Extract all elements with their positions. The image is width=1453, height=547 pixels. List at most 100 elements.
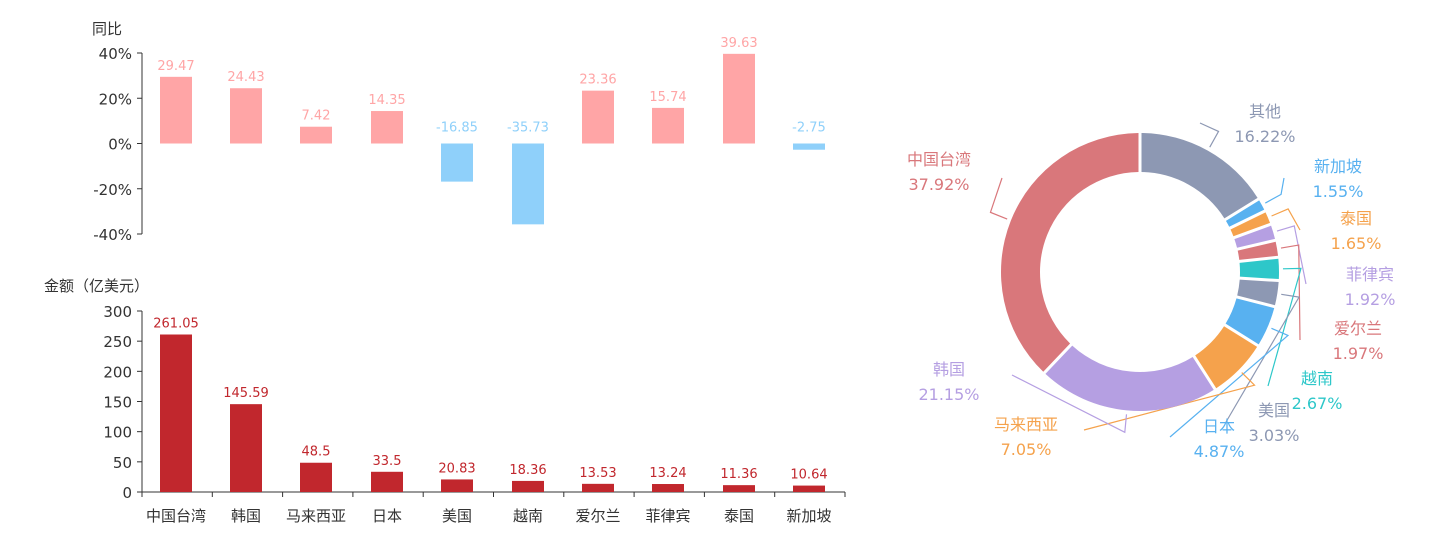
donut-slice-percent: 37.92% bbox=[908, 175, 969, 194]
donut-slice-percent: 7.05% bbox=[1001, 440, 1052, 459]
bottom-bar bbox=[793, 485, 825, 492]
bottom-y-tick-label: 0 bbox=[122, 484, 132, 502]
donut-slice bbox=[1045, 345, 1214, 411]
bottom-bar bbox=[652, 484, 684, 492]
top-y-tick-label: -20% bbox=[93, 181, 132, 199]
donut-leader-line bbox=[1169, 327, 1290, 438]
top-bar bbox=[230, 88, 262, 144]
donut-leader-line bbox=[1276, 225, 1307, 285]
bottom-bar-value-label: 13.53 bbox=[579, 466, 616, 481]
donut-leader-line bbox=[1280, 244, 1301, 341]
top-bar bbox=[300, 126, 332, 144]
bottom-bar-value-label: 11.36 bbox=[720, 467, 757, 482]
donut-slice-percent: 16.22% bbox=[1234, 127, 1295, 146]
donut-leader-line bbox=[1265, 177, 1285, 204]
top-y-tick-label: 20% bbox=[99, 90, 132, 108]
x-category-label: 菲律宾 bbox=[645, 507, 690, 525]
donut-slice-percent: 2.67% bbox=[1292, 394, 1343, 413]
donut-slice-percent: 1.55% bbox=[1313, 182, 1364, 201]
donut-slice bbox=[1225, 298, 1275, 345]
donut-leader-line bbox=[1271, 208, 1301, 231]
donut-slice-name: 中国台湾 bbox=[907, 150, 971, 169]
x-category-label: 马来西亚 bbox=[286, 507, 346, 525]
top-bar-value-label: -35.73 bbox=[507, 121, 549, 136]
bottom-y-tick-label: 250 bbox=[103, 333, 132, 351]
x-category-label: 韩国 bbox=[231, 507, 261, 525]
top-bar-value-label: -16.85 bbox=[436, 121, 478, 136]
donut-slice-name: 新加坡 bbox=[1314, 157, 1362, 176]
bottom-y-tick-label: 300 bbox=[103, 303, 132, 321]
bottom-y-tick-label: 100 bbox=[103, 424, 132, 442]
donut-slice bbox=[1239, 258, 1279, 280]
bottom-bar-value-label: 13.24 bbox=[649, 466, 686, 481]
top-bar bbox=[652, 107, 684, 144]
x-category-label: 泰国 bbox=[724, 507, 754, 525]
x-category-label: 越南 bbox=[513, 507, 543, 525]
bottom-bar-value-label: 261.05 bbox=[153, 316, 199, 331]
donut-slice bbox=[1195, 326, 1258, 389]
top-y-tick-label: 0% bbox=[108, 136, 132, 154]
bottom-bar bbox=[441, 479, 473, 492]
donut-slice-percent: 21.15% bbox=[918, 385, 979, 404]
bottom-bar bbox=[512, 480, 544, 492]
donut-slice-percent: 4.87% bbox=[1194, 442, 1245, 461]
donut-slice-name: 泰国 bbox=[1340, 209, 1372, 228]
x-category-label: 新加坡 bbox=[786, 507, 831, 525]
x-category-label: 日本 bbox=[372, 507, 402, 525]
donut-leader-line bbox=[1267, 267, 1302, 387]
bottom-axis-title: 金额（亿美元） bbox=[44, 277, 149, 295]
donut-slice-name: 日本 bbox=[1203, 417, 1235, 436]
donut-leader-line bbox=[989, 177, 1008, 220]
donut-leader-line bbox=[1083, 372, 1256, 431]
x-category-label: 中国台湾 bbox=[146, 507, 206, 525]
top-bar-value-label: 39.63 bbox=[720, 36, 757, 51]
donut-slice bbox=[1001, 133, 1139, 372]
top-bar-value-label: 23.36 bbox=[579, 73, 616, 88]
top-bar-value-label: 24.43 bbox=[227, 70, 264, 85]
donut-slice-name: 马来西亚 bbox=[994, 415, 1058, 434]
donut-slice bbox=[1234, 225, 1275, 248]
donut-leader-line bbox=[1011, 374, 1128, 434]
donut-slice bbox=[1230, 212, 1271, 237]
bottom-y-tick-label: 150 bbox=[103, 394, 132, 412]
top-bar-value-label: 15.74 bbox=[649, 90, 686, 105]
top-y-tick-label: 40% bbox=[99, 45, 132, 63]
donut-slice-name: 爱尔兰 bbox=[1334, 319, 1382, 338]
top-bar-value-label: 29.47 bbox=[157, 59, 194, 74]
x-category-label: 美国 bbox=[442, 507, 472, 525]
bottom-bar-value-label: 18.36 bbox=[509, 463, 546, 478]
top-bar bbox=[582, 90, 614, 144]
bottom-bar bbox=[582, 483, 614, 492]
donut-slice-name: 菲律宾 bbox=[1346, 265, 1394, 284]
top-bar bbox=[793, 143, 825, 150]
donut-slice-percent: 1.65% bbox=[1331, 234, 1382, 253]
bottom-bar-value-label: 10.64 bbox=[790, 468, 827, 483]
top-bar bbox=[723, 53, 755, 144]
donut-slice-percent: 3.03% bbox=[1249, 426, 1300, 445]
x-category-label: 爱尔兰 bbox=[575, 507, 620, 525]
top-y-tick-label: -40% bbox=[93, 226, 132, 244]
bottom-bar bbox=[230, 404, 262, 492]
donut-slice bbox=[1237, 241, 1279, 260]
donut-slice-name: 越南 bbox=[1301, 369, 1333, 388]
top-bar bbox=[371, 111, 403, 144]
bottom-bar bbox=[371, 471, 403, 492]
top-axis-title: 同比 bbox=[92, 20, 122, 38]
top-bar-value-label: 7.42 bbox=[302, 109, 331, 124]
bottom-bar bbox=[160, 334, 192, 492]
bottom-bar bbox=[723, 485, 755, 492]
bottom-bar-value-label: 20.83 bbox=[438, 461, 475, 476]
top-bar bbox=[441, 143, 473, 182]
bottom-y-tick-label: 200 bbox=[103, 363, 132, 381]
top-bar bbox=[512, 143, 544, 225]
top-bar-value-label: -2.75 bbox=[792, 121, 826, 136]
donut-slice bbox=[1237, 279, 1279, 306]
bottom-bar bbox=[300, 462, 332, 492]
top-bar-value-label: 14.35 bbox=[368, 93, 405, 108]
donut-leader-line bbox=[1199, 122, 1220, 148]
bottom-y-tick-label: 50 bbox=[113, 454, 132, 472]
bottom-bar-value-label: 48.5 bbox=[302, 445, 331, 460]
donut-slice-percent: 1.92% bbox=[1345, 290, 1396, 309]
